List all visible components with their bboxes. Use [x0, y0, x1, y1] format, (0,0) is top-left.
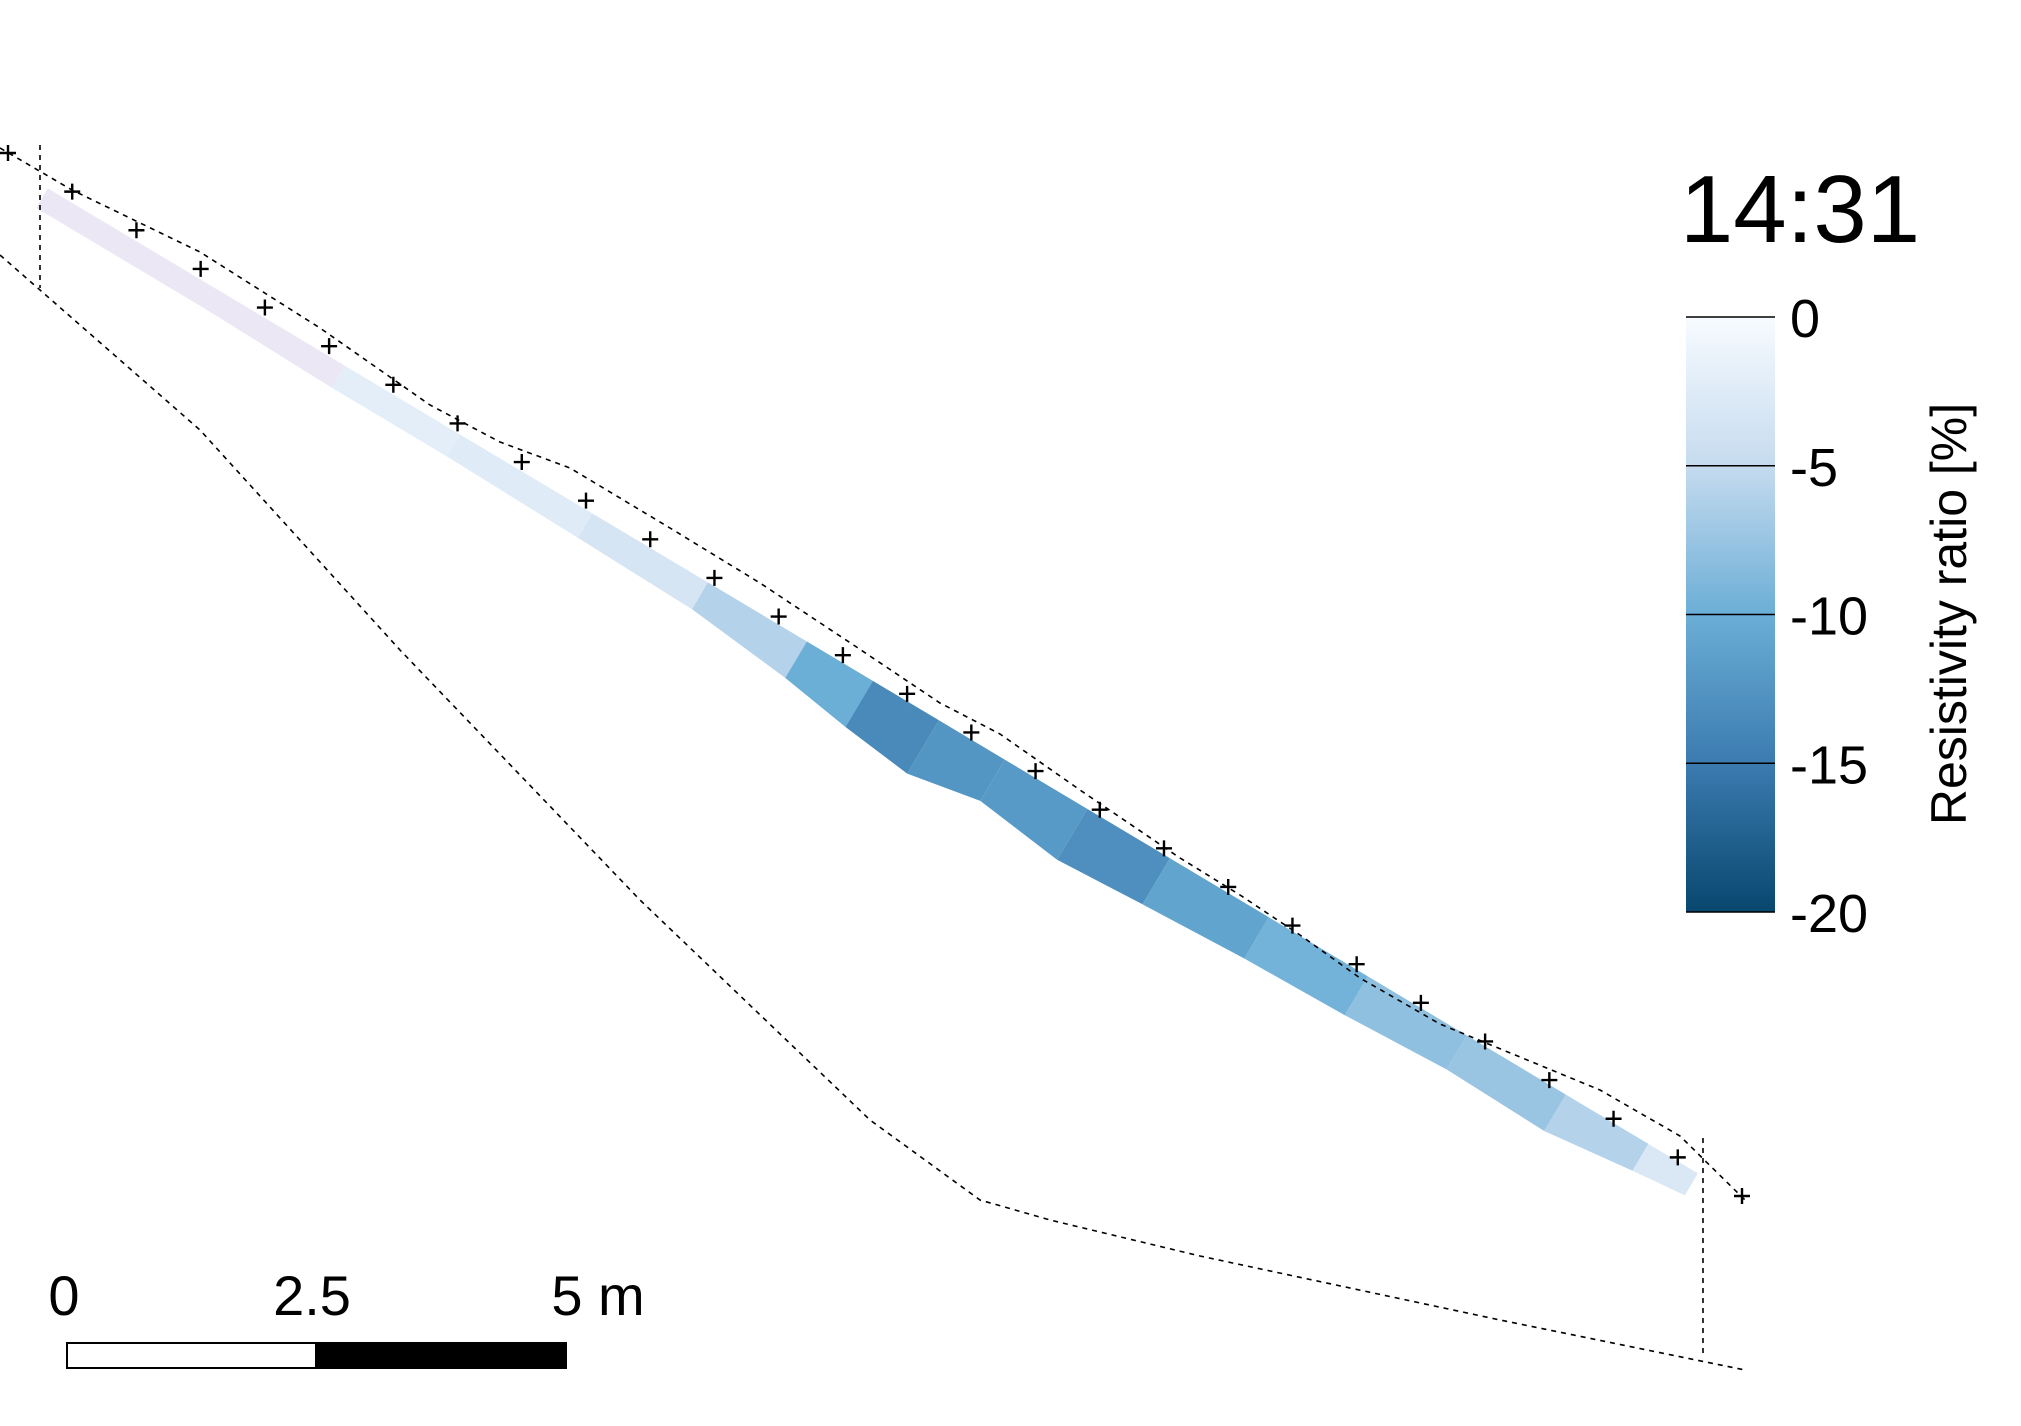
anomaly-segment — [907, 720, 1005, 801]
electrode-marker — [1156, 840, 1172, 857]
electrode-marker — [1669, 1149, 1686, 1166]
anomaly-segment — [331, 365, 461, 457]
electrode-marker — [1027, 763, 1044, 780]
anomaly-segment — [1057, 809, 1170, 905]
electrode-marker — [1091, 801, 1108, 818]
colorbar-tick-label-1: -5 — [1790, 438, 1838, 498]
anomaly-segment — [980, 759, 1088, 860]
anomaly-segment — [201, 286, 345, 388]
anomaly-segment — [447, 434, 593, 538]
electrode-marker — [1477, 1033, 1494, 1050]
electrode-marker — [1541, 1072, 1558, 1089]
electrode-marker — [963, 724, 980, 741]
scale-bar-label-5m: 5 m — [551, 1264, 644, 1327]
electrode-marker — [513, 454, 530, 471]
electrode-marker — [706, 569, 723, 586]
anomaly-segment — [692, 582, 807, 678]
electrode-marker — [0, 145, 16, 161]
electrode-marker — [578, 492, 594, 509]
colorbar-ticks: 0 -5 -10 -15 -20 — [1686, 289, 1868, 944]
anomaly-segment — [1544, 1094, 1649, 1171]
colorbar-tick-label-4: -20 — [1790, 884, 1868, 944]
electrode-marker — [1348, 956, 1365, 973]
electrode-marker — [1734, 1188, 1750, 1204]
scale-bar-label-0: 0 — [48, 1264, 79, 1327]
colorbar-tick-label-3: -15 — [1790, 735, 1868, 795]
colorbar: 0 -5 -10 -15 -20 Resistivity ratio [%] — [1686, 289, 1977, 944]
anomaly-segment — [1344, 976, 1467, 1070]
colorbar-tick-label-2: -10 — [1790, 587, 1868, 647]
anomaly-segment — [36, 188, 213, 307]
anomaly-segment — [845, 680, 939, 774]
anomaly-segment — [785, 641, 873, 727]
electrode-marker — [1220, 878, 1237, 895]
electrode-marker — [1284, 917, 1301, 934]
electrode-marker — [1412, 994, 1429, 1011]
anomaly-segment — [1142, 858, 1269, 959]
scale-bar: 0 2.5 5 m — [48, 1264, 645, 1369]
electrode-marker — [449, 415, 466, 432]
electrode-marker — [642, 531, 659, 548]
anomaly-segment — [1446, 1035, 1566, 1131]
scale-bar-label-2-5: 2.5 — [273, 1264, 351, 1327]
scale-bar-white-segment — [66, 1342, 317, 1369]
electrode-marker — [770, 608, 787, 625]
anomaly-segment — [1632, 1143, 1698, 1196]
electrode-marker — [834, 647, 851, 664]
time-label: 14:31 — [1680, 156, 1920, 263]
scale-bar-black-segment — [315, 1342, 567, 1369]
model-outline — [0, 145, 1746, 1371]
colorbar-tick-label-0: 0 — [1790, 289, 1820, 349]
electrode-marker — [192, 260, 209, 277]
electrode-marker — [899, 685, 916, 702]
electrode-markers — [0, 145, 1750, 1204]
bottom-line — [0, 254, 1746, 1371]
electrode-marker — [64, 183, 81, 200]
surface-line — [0, 147, 1746, 1201]
electrode-marker — [385, 376, 402, 393]
anomaly-segment — [1244, 917, 1368, 1016]
electrode-marker — [256, 299, 273, 316]
anomaly-segment — [577, 513, 708, 610]
electrode-marker — [128, 222, 145, 239]
electrode-marker — [321, 338, 338, 355]
colorbar-label: Resistivity ratio [%] — [1921, 403, 1977, 825]
anomaly-layer — [36, 188, 1698, 1196]
electrode-marker — [1605, 1110, 1622, 1127]
